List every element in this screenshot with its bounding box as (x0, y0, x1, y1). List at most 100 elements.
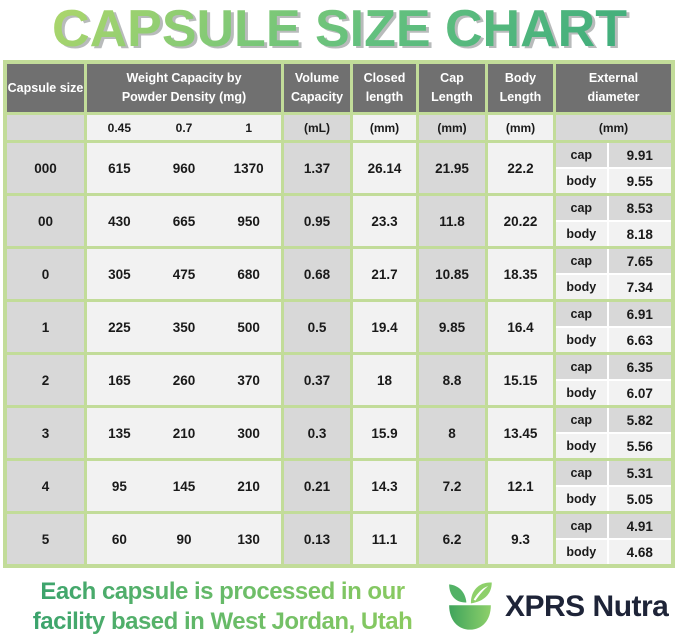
cell-external-diameter: cap 5.31 body 5.05 (556, 461, 671, 511)
cell-closed-length: 19.4 (353, 302, 416, 352)
cell-closed-length: 23.3 (353, 196, 416, 246)
cell-body-length: 22.2 (488, 143, 553, 193)
cell-cap-length: 9.85 (419, 302, 485, 352)
weight-value: 950 (237, 213, 260, 229)
ext-cap-label: cap (556, 514, 607, 538)
weight-value: 960 (172, 160, 196, 176)
cell-cap-length: 11.8 (419, 196, 485, 246)
cell-volume: 0.37 (284, 355, 350, 405)
ext-body-label: body (556, 275, 607, 299)
cell-cap-length: 21.95 (419, 143, 485, 193)
cell-closed-length: 14.3 (353, 461, 416, 511)
cell-external-diameter: cap 4.91 body 4.68 (556, 514, 671, 564)
cell-closed-length: 11.1 (353, 514, 416, 564)
header-capsule-size: Capsule size (7, 64, 84, 112)
weight-value: 210 (237, 478, 260, 494)
cell-volume: 0.3 (284, 408, 350, 458)
ext-body-value: 9.55 (608, 169, 671, 193)
footer: Each capsule is processed in our facilit… (0, 577, 679, 637)
units-capsule-size-cell (7, 115, 84, 140)
footer-note: Each capsule is processed in our facilit… (10, 577, 435, 637)
cell-closed-length: 18 (353, 355, 416, 405)
cell-cap-length: 6.2 (419, 514, 485, 564)
ext-cap-label: cap (556, 143, 607, 167)
ext-cap-label: cap (556, 461, 607, 485)
ext-body-value: 5.05 (608, 487, 671, 511)
ext-body-label: body (556, 222, 607, 246)
cell-cap-length: 8.8 (419, 355, 485, 405)
units-densities-cell: 0.45 0.7 1 (87, 115, 281, 140)
cell-weights: 95 145 210 (87, 461, 281, 511)
ext-body-label: body (556, 169, 607, 193)
cell-size: 4 (7, 461, 84, 511)
weight-value: 210 (172, 425, 196, 441)
page-title: CAPSULE SIZE CHART (0, 2, 679, 56)
weight-value: 305 (108, 266, 131, 282)
ext-body-label: body (556, 434, 607, 458)
ext-cap-value: 6.91 (608, 302, 671, 326)
header-closed-length: Closed length (353, 64, 416, 112)
xprs-nutra-plant-icon (449, 582, 492, 630)
cell-cap-length: 10.85 (419, 249, 485, 299)
cell-volume: 0.21 (284, 461, 350, 511)
weight-value: 500 (237, 319, 260, 335)
ext-body-label: body (556, 381, 607, 405)
ext-cap-label: cap (556, 249, 607, 273)
cell-size: 2 (7, 355, 84, 405)
header-weight-capacity: Weight Capacity by Powder Density (mg) (87, 64, 281, 112)
ext-cap-value: 9.91 (608, 143, 671, 167)
footer-note-line1: Each capsule is processed in our (40, 578, 405, 605)
weight-value: 90 (176, 531, 192, 547)
cell-body-length: 20.22 (488, 196, 553, 246)
cell-weights: 60 90 130 (87, 514, 281, 564)
cell-size: 3 (7, 408, 84, 458)
cell-external-diameter: cap 5.82 body 5.56 (556, 408, 671, 458)
ext-body-value: 8.18 (608, 222, 671, 246)
cell-body-length: 18.35 (488, 249, 553, 299)
ext-cap-value: 5.31 (608, 461, 671, 485)
units-external-diameter: (mm) (556, 115, 671, 140)
ext-cap-label: cap (556, 408, 607, 432)
cell-volume: 0.5 (284, 302, 350, 352)
weight-value: 60 (111, 531, 127, 547)
units-closed-length: (mm) (353, 115, 416, 140)
units-cap-length: (mm) (419, 115, 485, 140)
weight-value: 95 (111, 478, 127, 494)
footer-note-line2: facility based in West Jordan, Utah (32, 608, 413, 635)
cell-body-length: 12.1 (488, 461, 553, 511)
ext-cap-label: cap (556, 302, 607, 326)
density-07-label: 0.7 (175, 120, 193, 135)
ext-cap-label: cap (556, 196, 607, 220)
cell-size: 1 (7, 302, 84, 352)
cell-weights: 225 350 500 (87, 302, 281, 352)
ext-cap-label: cap (556, 355, 607, 379)
cell-volume: 0.95 (284, 196, 350, 246)
cell-closed-length: 15.9 (353, 408, 416, 458)
ext-cap-value: 5.82 (608, 408, 671, 432)
header-volume-capacity: Volume Capacity (284, 64, 350, 112)
units-body-length: (mm) (488, 115, 553, 140)
cell-weights: 615 960 1370 (87, 143, 281, 193)
ext-body-label: body (556, 328, 607, 352)
density-1-label: 1 (245, 120, 252, 135)
weight-value: 300 (237, 425, 260, 441)
cell-closed-length: 21.7 (353, 249, 416, 299)
ext-body-value: 5.56 (608, 434, 671, 458)
density-045-label: 0.45 (107, 120, 131, 135)
cell-external-diameter: cap 6.91 body 6.63 (556, 302, 671, 352)
weight-value: 145 (172, 478, 196, 494)
cell-weights: 165 260 370 (87, 355, 281, 405)
units-volume: (mL) (284, 115, 350, 140)
ext-body-label: body (556, 540, 607, 564)
weight-value: 475 (172, 266, 196, 282)
ext-body-value: 6.07 (608, 381, 671, 405)
weight-value: 370 (237, 372, 260, 388)
cell-size: 00 (7, 196, 84, 246)
header-cap-length: Cap Length (419, 64, 485, 112)
weight-value: 135 (108, 425, 131, 441)
ext-cap-value: 4.91 (608, 514, 671, 538)
cell-external-diameter: cap 9.91 body 9.55 (556, 143, 671, 193)
capsule-size-table: Capsule size Weight Capacity by Powder D… (3, 60, 675, 568)
cell-volume: 1.37 (284, 143, 350, 193)
cell-weights: 135 210 300 (87, 408, 281, 458)
